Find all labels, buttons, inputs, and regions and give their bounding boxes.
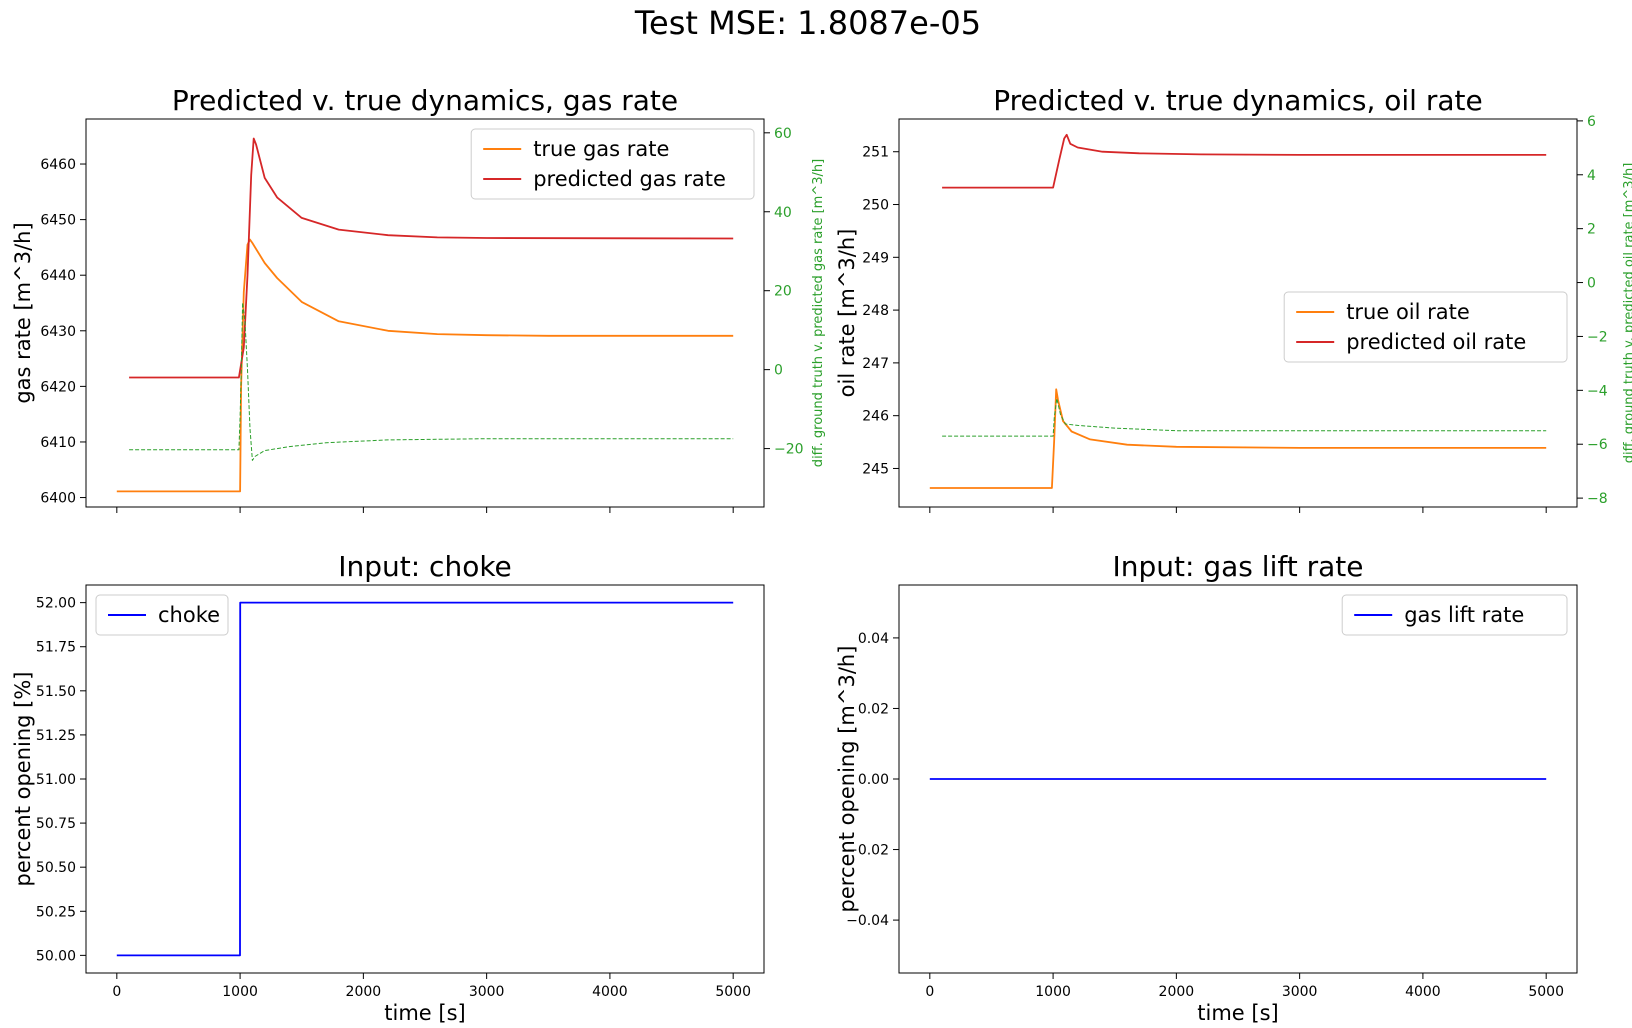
y-tick-label: 6410 [40,435,76,451]
y-tick-label: 0.00 [858,772,889,788]
legend: true gas rate predicted gas rate [470,128,755,200]
y-tick-label: 50.75 [36,816,76,832]
legend-frame [1341,594,1568,636]
y2-tick-label: 0 [774,363,783,379]
y-tick-label: 50.00 [36,948,76,964]
y-tick-label: 6420 [40,379,76,395]
y2-tick-label: −20 [774,442,804,458]
y-tick-label: 6400 [40,491,76,507]
y2-tick-label: 40 [774,205,792,221]
y-axis-label: percent opening [%] [11,671,35,886]
series-line-true-oil-rate [929,388,1547,489]
y-tick-label: 51.50 [36,684,76,700]
y2-tick-label: −4 [1587,383,1608,399]
chart-title: Predicted v. true dynamics, gas rate [172,84,678,117]
series-line-diff [129,302,734,461]
y-tick-label: 51.75 [36,640,76,656]
y2-axis-label: diff. ground truth v. predicted gas rate… [811,159,826,467]
y2-tick-label: 6 [1587,114,1596,130]
x-tick-label: 4000 [592,984,628,1000]
y-tick-label: 250 [862,198,889,214]
y-tick-label: 246 [862,409,889,425]
y-tick-label: −0.02 [846,843,889,859]
series-line-predicted-oil-rate [942,133,1547,189]
chart-3: Input: choke 0 1000 2000 3000 4000 5000 50.00 50… [11,550,765,1025]
y2-axis-label: diff. ground truth v. predicted oil rate… [1622,163,1632,464]
figure-title: Test MSE: 1.8087e-05 [634,4,981,42]
x-tick-label: 0 [112,984,121,1000]
legend-label-predicted-gas-rate: predicted gas rate [533,167,726,191]
legend-label-true-oil-rate: true oil rate [1346,300,1470,324]
y-tick-label: 6460 [40,157,76,173]
legend: gas lift rate [1341,594,1568,636]
y-tick-label: 6440 [40,268,76,284]
y-tick-label: 245 [862,461,889,477]
chart-2: Predicted v. true dynamics, oil rate 245 2… [835,84,1632,513]
x-tick-label: 5000 [715,984,751,1000]
y-tick-label: 0.02 [858,701,889,717]
chart-title: Predicted v. true dynamics, oil rate [993,84,1482,117]
axes-layer: Predicted v. true dynamics, gas rate6400… [11,84,1632,1025]
x-tick-label: 2000 [346,984,382,1000]
y2-tick-label: −6 [1587,437,1608,453]
y-tick-label: 52.00 [36,596,76,612]
y-axis-label: gas rate [m^3/h] [11,222,35,403]
legend-label-gas-lift-rate: gas lift rate [1404,603,1524,627]
legend: true oil rate predicted oil rate [1283,291,1568,363]
y-axis-label: percent opening [m^3/h] [835,646,859,913]
legend-label-choke: choke [158,603,220,627]
chart-4: Input: gas lift rate 0 1000 2000 3000 4000 500… [835,550,1578,1025]
y2-tick-label: 4 [1587,168,1596,184]
x-axis-label: time [s] [384,1001,465,1025]
y-tick-label: 50.50 [36,860,76,876]
y-tick-label: 247 [862,356,889,372]
x-tick-label: 1000 [222,984,258,1000]
x-axis-label: time [s] [1197,1001,1278,1025]
legend-frame [470,128,755,200]
series-line-diff [942,397,1547,437]
legend-label-true-gas-rate: true gas rate [533,137,669,161]
x-tick-label: 1000 [1035,984,1071,1000]
legend-frame [1283,291,1568,363]
y2-tick-label: −2 [1587,329,1608,345]
chart-1: Predicted v. true dynamics, gas rate 6400… [11,84,826,513]
x-tick-label: 0 [925,984,934,1000]
y-tick-label: 50.25 [36,904,76,920]
y-tick-label: 251 [862,145,889,161]
y-tick-label: 6450 [40,213,76,229]
x-tick-label: 3000 [469,984,505,1000]
y-tick-label: 0.04 [858,631,889,647]
y-tick-label: 6430 [40,324,76,340]
y2-tick-label: 60 [774,126,792,142]
y-tick-label: 51.25 [36,728,76,744]
y2-tick-label: 20 [774,284,792,300]
y2-tick-label: 0 [1587,276,1596,292]
y-tick-label: 51.00 [36,772,76,788]
y-tick-label: 248 [862,303,889,319]
y2-tick-label: −8 [1587,491,1608,507]
legend: choke [95,594,229,636]
chart-title: Input: gas lift rate [1113,550,1364,583]
series-line-true-gas-rate [116,238,734,493]
plot-area [85,584,765,974]
x-tick-label: 4000 [1405,984,1441,1000]
y2-tick-label: 2 [1587,222,1596,238]
y-tick-label: 249 [862,250,889,266]
y-tick-label: −0.04 [846,913,889,929]
x-tick-label: 3000 [1282,984,1318,1000]
y-axis-label: oil rate [m^3/h] [835,229,859,398]
chart-title: Input: choke [338,550,512,583]
legend-label-predicted-oil-rate: predicted oil rate [1346,330,1526,354]
legend-frame [95,594,229,636]
x-tick-label: 2000 [1159,984,1195,1000]
series-line-choke [116,601,734,957]
x-tick-label: 5000 [1528,984,1564,1000]
